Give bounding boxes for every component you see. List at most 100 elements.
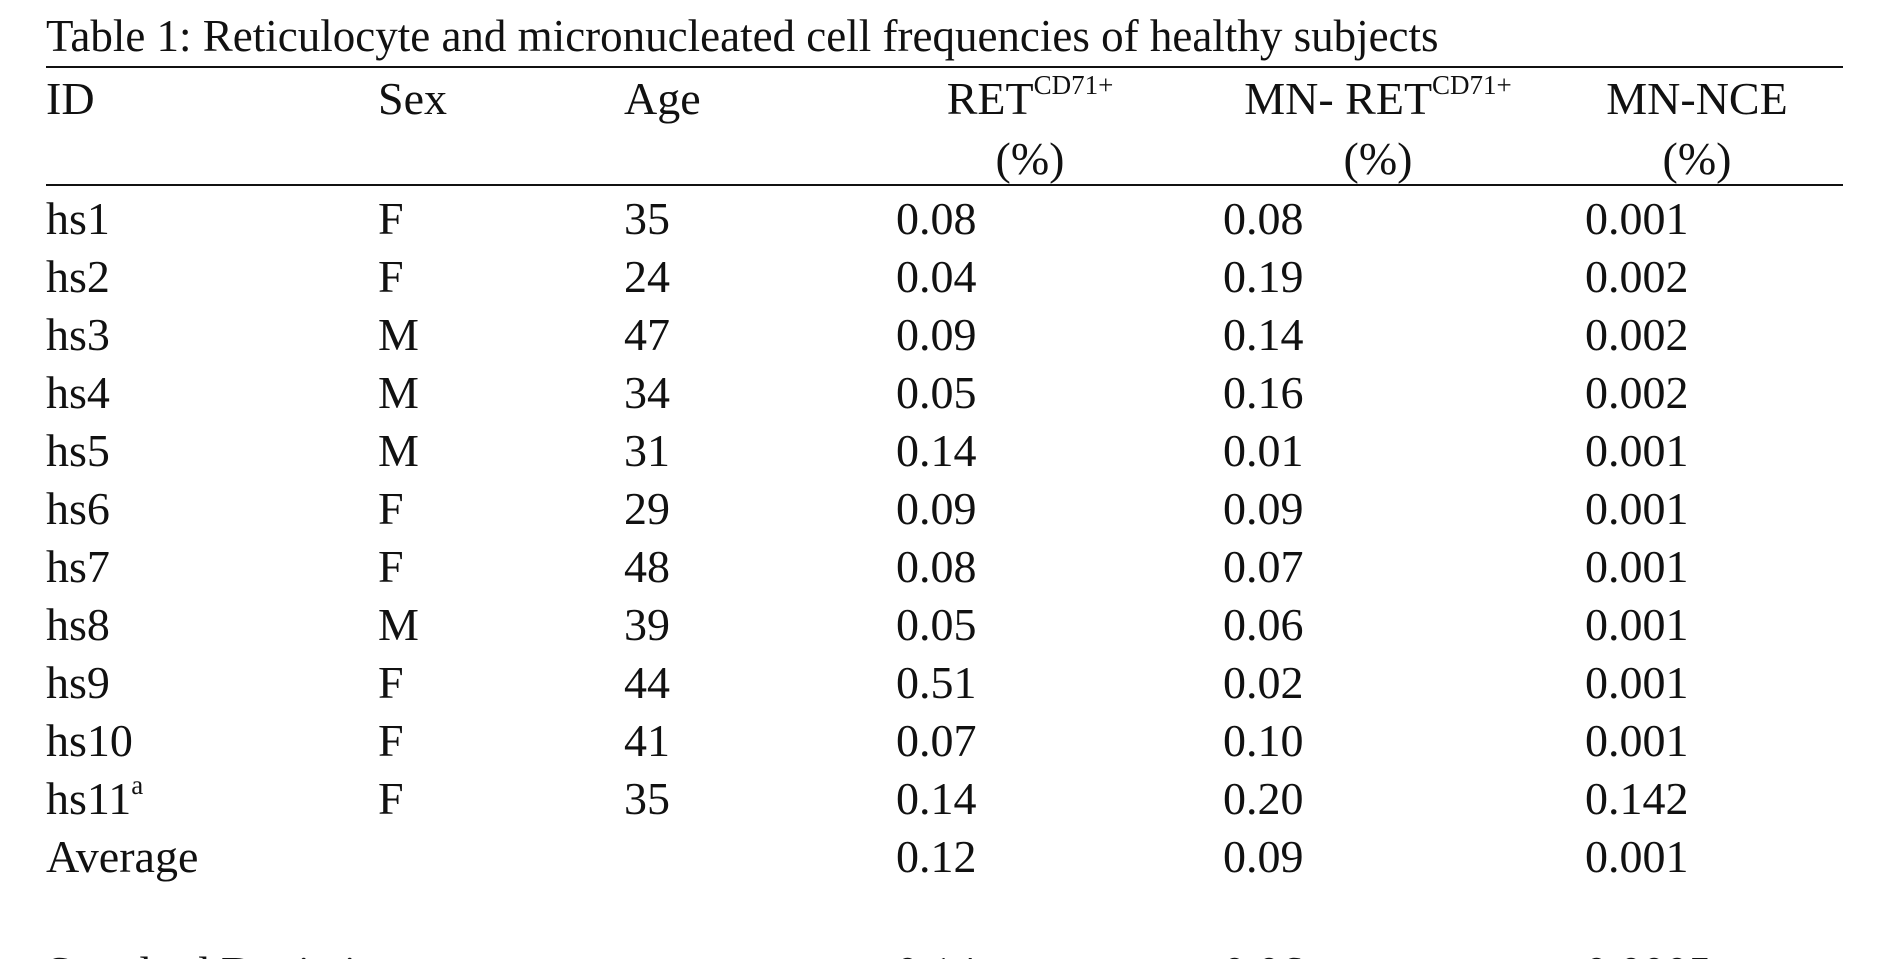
cell: M — [378, 370, 419, 416]
cell: 44 — [624, 660, 670, 706]
cell: 31 — [624, 428, 670, 474]
column-header: Sex — [378, 76, 447, 122]
row-id: hs2 — [46, 254, 110, 300]
id-text: hs9 — [46, 657, 110, 708]
id-text: hs8 — [46, 599, 110, 650]
cell: M — [378, 312, 419, 358]
id-text: hs1 — [46, 193, 110, 244]
top-rule — [46, 66, 1843, 68]
summary-value: 0.001 — [1585, 834, 1689, 880]
header-superscript: CD71+ — [1034, 70, 1114, 100]
summary-value: 0.09 — [1223, 834, 1304, 880]
column-header: ID — [46, 76, 95, 122]
id-text: hs7 — [46, 541, 110, 592]
cell: 0.16 — [1223, 370, 1304, 416]
cell: F — [378, 196, 404, 242]
cell: 0.001 — [1585, 660, 1689, 706]
cell: 0.01 — [1223, 428, 1304, 474]
summary-value: 0.12 — [896, 834, 977, 880]
cell: F — [378, 776, 404, 822]
cell: 0.08 — [896, 196, 977, 242]
id-text: hs4 — [46, 367, 110, 418]
id-text: hs6 — [46, 483, 110, 534]
cell: 0.001 — [1585, 486, 1689, 532]
cell: 35 — [624, 196, 670, 242]
row-id: hs7 — [46, 544, 110, 590]
header-text: RET — [947, 73, 1034, 124]
column-header: Age — [624, 76, 701, 122]
cell: 48 — [624, 544, 670, 590]
summary-label: Standard Deviation — [46, 950, 402, 959]
table-title: Table 1: Reticulocyte and micronucleated… — [46, 14, 1439, 59]
cell: 0.08 — [896, 544, 977, 590]
id-superscript: a — [131, 770, 143, 800]
cell: 39 — [624, 602, 670, 648]
cell: 0.001 — [1585, 196, 1689, 242]
cell: 0.001 — [1585, 602, 1689, 648]
cell: 0.001 — [1585, 718, 1689, 764]
row-id: hs10 — [46, 718, 133, 764]
cell: 41 — [624, 718, 670, 764]
cell: 0.142 — [1585, 776, 1689, 822]
id-text: hs3 — [46, 309, 110, 360]
cell: 0.09 — [1223, 486, 1304, 532]
summary-value: 0.0005 — [1585, 950, 1712, 959]
cell: 47 — [624, 312, 670, 358]
row-id: hs11a — [46, 776, 143, 822]
header-unit: (%) — [1344, 136, 1413, 182]
cell: 0.05 — [896, 602, 977, 648]
cell: M — [378, 428, 419, 474]
header-text: Age — [624, 73, 701, 124]
row-id: hs5 — [46, 428, 110, 474]
cell: F — [378, 718, 404, 764]
cell: 0.14 — [1223, 312, 1304, 358]
cell: 0.002 — [1585, 370, 1689, 416]
header-text: Sex — [378, 73, 447, 124]
row-id: hs9 — [46, 660, 110, 706]
cell: 35 — [624, 776, 670, 822]
cell: F — [378, 544, 404, 590]
cell: 0.002 — [1585, 254, 1689, 300]
cell: 0.09 — [896, 486, 977, 532]
summary-value: 0.06 — [1223, 950, 1304, 959]
id-text: hs11 — [46, 773, 131, 824]
id-text: hs10 — [46, 715, 133, 766]
cell: 0.20 — [1223, 776, 1304, 822]
row-id: hs1 — [46, 196, 110, 242]
cell: 0.05 — [896, 370, 977, 416]
cell: F — [378, 254, 404, 300]
header-superscript: CD71+ — [1432, 70, 1512, 100]
cell: F — [378, 660, 404, 706]
cell: 0.19 — [1223, 254, 1304, 300]
cell: 0.51 — [896, 660, 977, 706]
id-text: hs5 — [46, 425, 110, 476]
cell: 0.04 — [896, 254, 977, 300]
cell: 0.08 — [1223, 196, 1304, 242]
cell: 0.07 — [896, 718, 977, 764]
header-rule — [46, 184, 1843, 186]
cell: 0.14 — [896, 776, 977, 822]
summary-value: 0.14 — [896, 950, 977, 959]
header-text: ID — [46, 73, 95, 124]
row-id: hs4 — [46, 370, 110, 416]
cell: 0.09 — [896, 312, 977, 358]
row-id: hs6 — [46, 486, 110, 532]
cell: 0.07 — [1223, 544, 1304, 590]
cell: 29 — [624, 486, 670, 532]
row-id: hs8 — [46, 602, 110, 648]
cell: 24 — [624, 254, 670, 300]
id-text: hs2 — [46, 251, 110, 302]
cell: F — [378, 486, 404, 532]
header-text: MN-NCE — [1606, 73, 1787, 124]
column-header: MN-NCE — [1606, 76, 1787, 122]
header-unit: (%) — [1663, 136, 1732, 182]
cell: 0.06 — [1223, 602, 1304, 648]
cell: 0.10 — [1223, 718, 1304, 764]
row-id: hs3 — [46, 312, 110, 358]
column-header: RETCD71+ — [947, 76, 1114, 122]
cell: M — [378, 602, 419, 648]
header-text: MN- RET — [1244, 73, 1432, 124]
